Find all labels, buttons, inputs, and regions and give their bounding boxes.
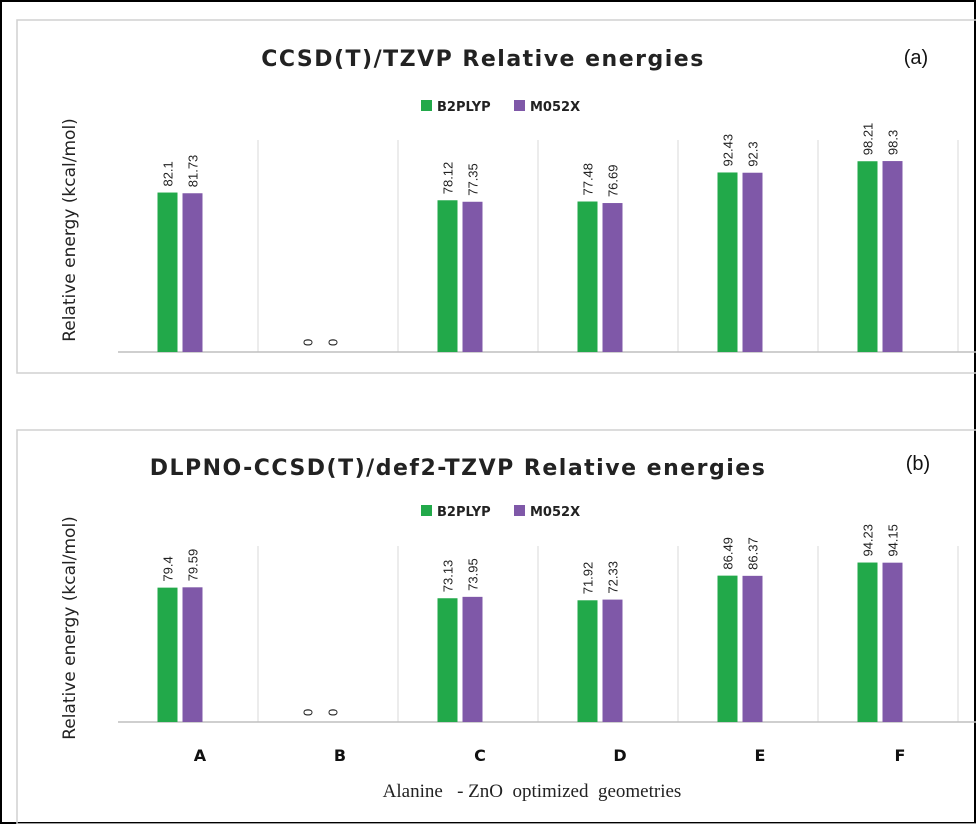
bar-b2plyp-c: [437, 200, 458, 352]
data-label-m052x-f: 94.15: [886, 524, 901, 557]
data-label-m052x-d: 76.69: [606, 164, 621, 197]
data-label-b2plyp-d: 71.92: [581, 562, 596, 595]
category-tick-f: F: [895, 746, 906, 765]
legend-a-b2plyp-label: B2PLYP: [437, 100, 491, 115]
data-label-b2plyp-a: 82.1: [161, 161, 176, 186]
bar-b2plyp-e: [717, 575, 738, 722]
data-label-m052x-b: 0: [326, 709, 341, 716]
bar-m052x-f: [882, 161, 903, 352]
bar-m052x-e: [742, 575, 763, 722]
panel-a-border: [16, 19, 976, 374]
bar-m052x-c: [462, 596, 483, 722]
data-label-b2plyp-b: 0: [301, 709, 316, 716]
data-label-m052x-d: 72.33: [606, 561, 621, 594]
panel-a-label: (a): [904, 47, 928, 69]
category-ticks: A B C D E F: [194, 746, 906, 765]
data-label-b2plyp-b: 0: [301, 339, 316, 346]
bar-m052x-f: [882, 562, 903, 722]
bar-b2plyp-d: [577, 600, 598, 722]
data-label-b2plyp-a: 79.4: [161, 556, 176, 581]
bar-b2plyp-f: [857, 562, 878, 722]
data-label-b2plyp-d: 77.48: [581, 163, 596, 196]
data-label-b2plyp-c: 73.13: [441, 560, 456, 593]
panel-b-plot: 79.4 79.59 0 0 73.13 73.95 71.92 72.33 86.49 86.3…: [118, 524, 976, 723]
data-label-m052x-c: 73.95: [466, 558, 481, 591]
panel-b-border: [16, 429, 976, 824]
panel-b-ylabel: Relative energy (kcal/mol): [60, 516, 80, 740]
panel-a-ylabel: Relative energy (kcal/mol): [60, 118, 80, 342]
bar-b2plyp-f: [857, 161, 878, 352]
bar-b2plyp-a: [157, 587, 178, 722]
panel-a-title: CCSD(T)/TZVP Relative energies: [261, 47, 705, 72]
data-label-m052x-e: 92.3: [746, 141, 761, 166]
bar-m052x-e: [742, 172, 763, 352]
legend-b-b2plyp-label: B2PLYP: [437, 505, 491, 520]
bar-b2plyp-a: [157, 192, 178, 352]
bar-b2plyp-c: [437, 598, 458, 722]
data-label-b2plyp-f: 98.21: [861, 123, 876, 156]
bar-m052x-c: [462, 201, 483, 352]
data-label-b2plyp-c: 78.12: [441, 162, 456, 195]
x-axis-title: Alanine - ZnO optimized geometries: [383, 781, 682, 802]
bar-b2plyp-d: [577, 201, 598, 352]
data-label-m052x-e: 86.37: [746, 537, 761, 570]
legend-a-m052x-swatch: [514, 100, 525, 111]
panel-b-title: DLPNO-CCSD(T)/def2-TZVP Relative energie…: [150, 456, 767, 481]
data-label-m052x-a: 81.73: [186, 155, 201, 188]
category-tick-d: D: [613, 746, 626, 765]
data-label-m052x-a: 79.59: [186, 549, 201, 582]
category-tick-c: C: [474, 746, 486, 765]
bar-m052x-a: [182, 193, 203, 352]
data-label-m052x-f: 98.3: [886, 130, 901, 155]
category-tick-b: B: [334, 746, 346, 765]
panel-b-label: (b): [906, 453, 930, 475]
panel-a-plot: 82.1 81.73 0 0 78.12 77.35 77.48 76.69 92.43 92.3…: [118, 123, 976, 353]
data-label-b2plyp-e: 92.43: [721, 134, 736, 167]
legend-b-b2plyp-swatch: [421, 505, 432, 516]
bar-m052x-d: [602, 599, 623, 722]
data-label-b2plyp-e: 86.49: [721, 537, 736, 570]
data-label-m052x-b: 0: [326, 339, 341, 346]
legend-b-m052x-label: M052X: [530, 505, 580, 520]
legend-b-m052x-swatch: [514, 505, 525, 516]
data-label-b2plyp-f: 94.23: [861, 524, 876, 557]
bar-m052x-d: [602, 203, 623, 352]
data-label-m052x-c: 77.35: [466, 163, 481, 196]
category-tick-a: A: [194, 746, 207, 765]
legend-a-m052x-label: M052X: [530, 100, 580, 115]
category-tick-e: E: [755, 746, 766, 765]
bar-b2plyp-e: [717, 172, 738, 352]
bar-m052x-a: [182, 587, 203, 722]
legend-a-b2plyp-swatch: [421, 100, 432, 111]
